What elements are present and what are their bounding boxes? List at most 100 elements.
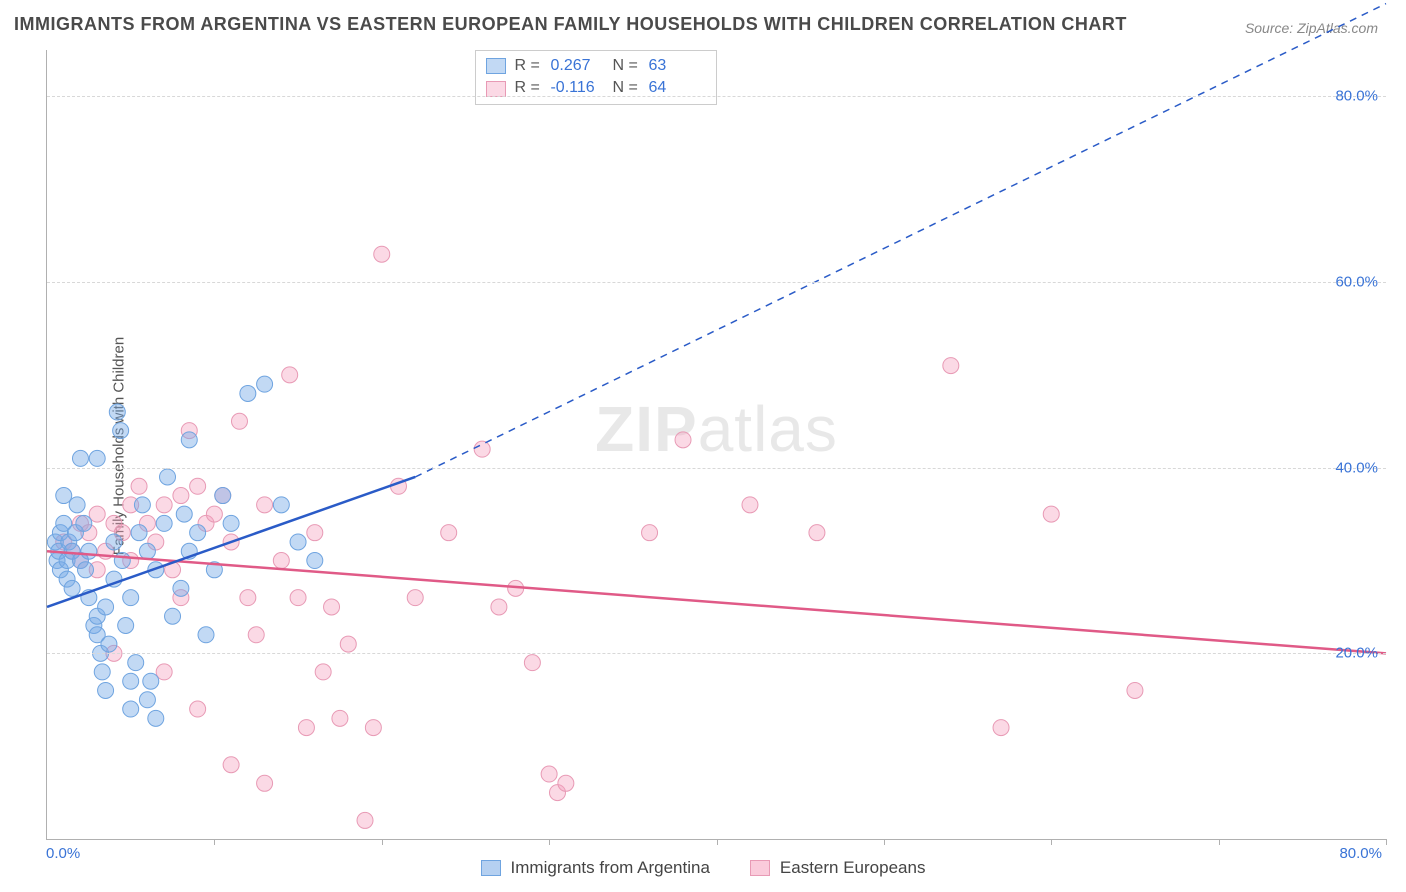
data-point bbox=[176, 506, 192, 522]
swatch-series-0 bbox=[486, 58, 506, 74]
data-point bbox=[101, 636, 117, 652]
data-point bbox=[89, 506, 105, 522]
data-point bbox=[993, 720, 1009, 736]
data-point bbox=[290, 590, 306, 606]
data-point bbox=[123, 701, 139, 717]
data-point bbox=[156, 515, 172, 531]
data-point bbox=[675, 432, 691, 448]
data-point bbox=[642, 525, 658, 541]
data-point bbox=[357, 812, 373, 828]
data-point bbox=[98, 599, 114, 615]
data-point bbox=[257, 775, 273, 791]
gridline bbox=[47, 653, 1386, 654]
data-point bbox=[206, 506, 222, 522]
data-point bbox=[223, 757, 239, 773]
data-point bbox=[257, 497, 273, 513]
data-point bbox=[307, 553, 323, 569]
gridline bbox=[47, 468, 1386, 469]
data-point bbox=[139, 543, 155, 559]
data-point bbox=[407, 590, 423, 606]
x-tick bbox=[717, 839, 718, 845]
source-prefix: Source: bbox=[1245, 20, 1297, 36]
data-point bbox=[123, 590, 139, 606]
data-point bbox=[106, 534, 122, 550]
stat-r-label: R = bbox=[514, 55, 542, 77]
data-point bbox=[148, 710, 164, 726]
data-point bbox=[257, 376, 273, 392]
data-point bbox=[56, 488, 72, 504]
data-point bbox=[324, 599, 340, 615]
data-point bbox=[98, 682, 114, 698]
data-point bbox=[64, 580, 80, 596]
legend-swatch-1 bbox=[750, 860, 770, 876]
data-point bbox=[69, 497, 85, 513]
legend: Immigrants from Argentina Eastern Europe… bbox=[0, 858, 1406, 878]
stat-n-label: N = bbox=[612, 55, 640, 77]
source-link[interactable]: ZipAtlas.com bbox=[1297, 20, 1378, 36]
data-point bbox=[134, 497, 150, 513]
data-point bbox=[273, 553, 289, 569]
data-point bbox=[156, 497, 172, 513]
data-point bbox=[541, 766, 557, 782]
data-point bbox=[156, 664, 172, 680]
data-point bbox=[81, 543, 97, 559]
x-tick bbox=[382, 839, 383, 845]
x-tick bbox=[549, 839, 550, 845]
data-point bbox=[365, 720, 381, 736]
data-point bbox=[298, 720, 314, 736]
data-point bbox=[173, 488, 189, 504]
x-tick bbox=[1219, 839, 1220, 845]
data-point bbox=[215, 488, 231, 504]
data-point bbox=[441, 525, 457, 541]
data-point bbox=[173, 580, 189, 596]
data-point bbox=[165, 608, 181, 624]
data-point bbox=[113, 423, 129, 439]
legend-item-1: Eastern Europeans bbox=[750, 858, 926, 878]
data-point bbox=[72, 450, 88, 466]
data-point bbox=[143, 673, 159, 689]
data-point bbox=[248, 627, 264, 643]
data-point bbox=[190, 525, 206, 541]
data-point bbox=[231, 413, 247, 429]
chart-title: IMMIGRANTS FROM ARGENTINA VS EASTERN EUR… bbox=[14, 14, 1127, 35]
data-point bbox=[524, 655, 540, 671]
data-point bbox=[742, 497, 758, 513]
data-point bbox=[139, 692, 155, 708]
stats-row-series-0: R = 0.267 N = 63 bbox=[486, 55, 702, 77]
data-point bbox=[190, 701, 206, 717]
data-point bbox=[123, 673, 139, 689]
data-point bbox=[1043, 506, 1059, 522]
y-tick-label: 60.0% bbox=[1335, 274, 1378, 291]
data-point bbox=[160, 469, 176, 485]
legend-label-1: Eastern Europeans bbox=[780, 858, 926, 878]
x-tick bbox=[1386, 839, 1387, 845]
legend-label-0: Immigrants from Argentina bbox=[511, 858, 710, 878]
data-point bbox=[128, 655, 144, 671]
data-point bbox=[332, 710, 348, 726]
data-point bbox=[240, 590, 256, 606]
legend-swatch-0 bbox=[481, 860, 501, 876]
data-point bbox=[131, 478, 147, 494]
y-tick-label: 80.0% bbox=[1335, 88, 1378, 105]
y-tick-label: 20.0% bbox=[1335, 645, 1378, 662]
data-point bbox=[131, 525, 147, 541]
data-point bbox=[190, 478, 206, 494]
chart-plot-area: ZIPatlas R = 0.267 N = 63 R = -0.116 N =… bbox=[46, 50, 1386, 840]
data-point bbox=[809, 525, 825, 541]
data-point bbox=[109, 404, 125, 420]
data-point bbox=[558, 775, 574, 791]
scatter-svg bbox=[47, 50, 1386, 839]
x-tick bbox=[214, 839, 215, 845]
data-point bbox=[282, 367, 298, 383]
gridline bbox=[47, 282, 1386, 283]
data-point bbox=[94, 664, 110, 680]
data-point bbox=[943, 358, 959, 374]
legend-item-0: Immigrants from Argentina bbox=[481, 858, 710, 878]
swatch-series-1 bbox=[486, 81, 506, 97]
stat-r-value-0: 0.267 bbox=[550, 55, 604, 77]
data-point bbox=[340, 636, 356, 652]
x-tick bbox=[884, 839, 885, 845]
data-point bbox=[374, 246, 390, 262]
data-point bbox=[474, 441, 490, 457]
data-point bbox=[315, 664, 331, 680]
